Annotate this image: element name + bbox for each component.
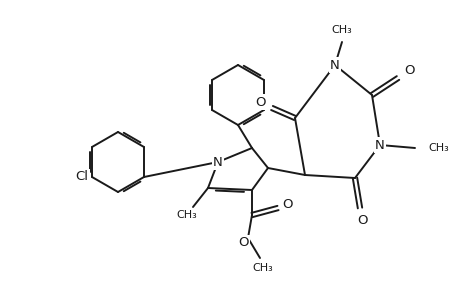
Text: CH₃: CH₃ bbox=[331, 25, 352, 35]
Text: CH₃: CH₃ bbox=[427, 143, 448, 153]
Text: N: N bbox=[213, 155, 223, 169]
Text: Cl: Cl bbox=[75, 170, 88, 184]
Text: CH₃: CH₃ bbox=[176, 210, 197, 220]
Text: O: O bbox=[282, 197, 293, 211]
Text: N: N bbox=[374, 139, 384, 152]
Text: O: O bbox=[404, 64, 414, 76]
Text: N: N bbox=[330, 58, 339, 71]
Text: O: O bbox=[255, 95, 266, 109]
Text: CH₃: CH₃ bbox=[252, 263, 273, 273]
Text: O: O bbox=[357, 214, 368, 226]
Text: O: O bbox=[238, 236, 249, 250]
